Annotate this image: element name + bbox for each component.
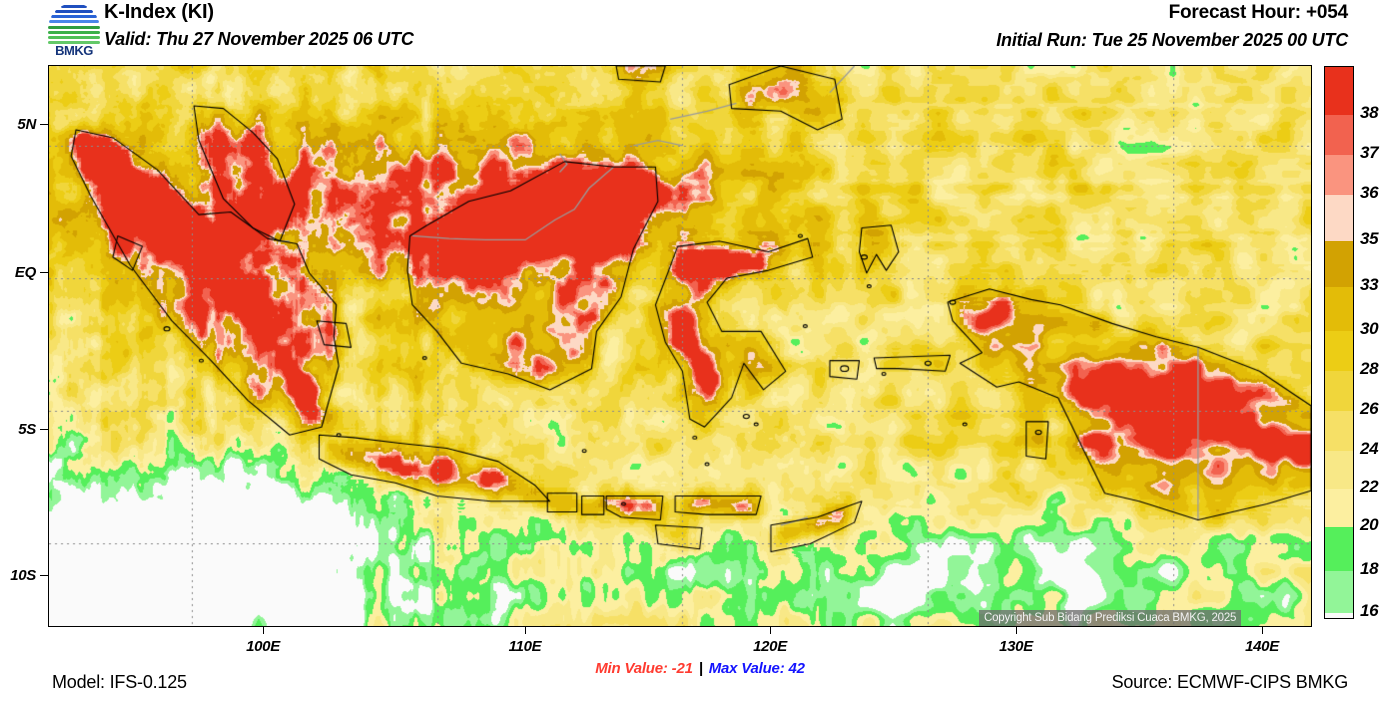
- copyright-watermark: Copyright Sub Bidang Prediksi Cuaca BMKG…: [979, 610, 1242, 626]
- lon-label-120e: 120E: [753, 638, 787, 655]
- kindex-contour-map[interactable]: [49, 66, 1311, 626]
- max-value-label: Max Value: 42: [708, 660, 805, 677]
- colorbar-tick-33: 33: [1360, 275, 1379, 294]
- minmax-separator: |: [698, 660, 703, 677]
- lat-label-10s: 10S: [10, 567, 36, 584]
- map-panel[interactable]: Copyright Sub Bidang Prediksi Cuaca BMKG…: [48, 65, 1312, 627]
- colorbar-tick-28: 28: [1360, 359, 1379, 378]
- colorbar-tick-35: 35: [1360, 229, 1379, 248]
- colorbar-tick-18: 18: [1360, 559, 1379, 578]
- colorbar-tick-16: 16: [1360, 601, 1379, 620]
- colorbar-band-7: [1325, 371, 1353, 411]
- colorbar-band-1: [1325, 115, 1353, 155]
- colorbar-tick-36: 36: [1360, 183, 1379, 202]
- bmkg-logo: BMKG: [44, 3, 104, 59]
- colorbar-band-3: [1325, 195, 1353, 241]
- colorbar-tick-20: 20: [1360, 515, 1379, 534]
- colorbar-band-9: [1325, 451, 1353, 489]
- colorbar-band-2: [1325, 155, 1353, 195]
- colorbar-tick-30: 30: [1360, 319, 1379, 338]
- model-label: Model: IFS-0.125: [52, 672, 187, 692]
- page-title: K-Index (KI): [104, 1, 214, 23]
- lon-label-140e: 140E: [1245, 638, 1279, 655]
- forecast-hour-label: Forecast Hour: +054: [1168, 2, 1349, 23]
- header: BMKG K-Index (KI) Valid: Thu 27 November…: [0, 0, 1400, 60]
- lat-label-5s: 5S: [18, 421, 36, 438]
- minmax-row: Min Value: -21 | Max Value: 42: [0, 660, 1400, 677]
- colorbar-tick-38: 38: [1360, 103, 1379, 122]
- colorbar-band-0: [1325, 67, 1353, 115]
- lon-label-130e: 130E: [999, 638, 1033, 655]
- colorbar-band-13: [1325, 613, 1353, 618]
- lon-label-110e: 110E: [508, 638, 542, 655]
- min-value-label: Min Value: -21: [595, 660, 693, 677]
- colorbar-band-12: [1325, 571, 1353, 613]
- initial-run-label: Initial Run: Tue 25 November 2025 00 UTC: [996, 30, 1348, 50]
- colorbar-band-5: [1325, 287, 1353, 331]
- colorbar-tick-22: 22: [1360, 477, 1379, 496]
- colorbar-tick-26: 26: [1360, 399, 1379, 418]
- colorbar-band-11: [1325, 527, 1353, 571]
- lat-label-eq: EQ: [14, 264, 36, 281]
- source-label: Source: ECMWF-CIPS BMKG: [1111, 672, 1349, 692]
- colorbar: [1324, 66, 1354, 619]
- valid-time-label: Valid: Thu 27 November 2025 06 UTC: [104, 29, 414, 49]
- colorbar-band-8: [1325, 411, 1353, 451]
- colorbar-tick-24: 24: [1360, 439, 1379, 458]
- colorbar-band-10: [1325, 489, 1353, 527]
- colorbar-band-6: [1325, 331, 1353, 371]
- bmkg-logo-dome: [48, 3, 100, 45]
- lat-label-5n: 5N: [17, 116, 36, 133]
- bmkg-logo-text: BMKG: [55, 43, 93, 58]
- colorbar-band-4: [1325, 241, 1353, 287]
- colorbar-tick-37: 37: [1360, 143, 1379, 162]
- lon-label-100e: 100E: [246, 638, 280, 655]
